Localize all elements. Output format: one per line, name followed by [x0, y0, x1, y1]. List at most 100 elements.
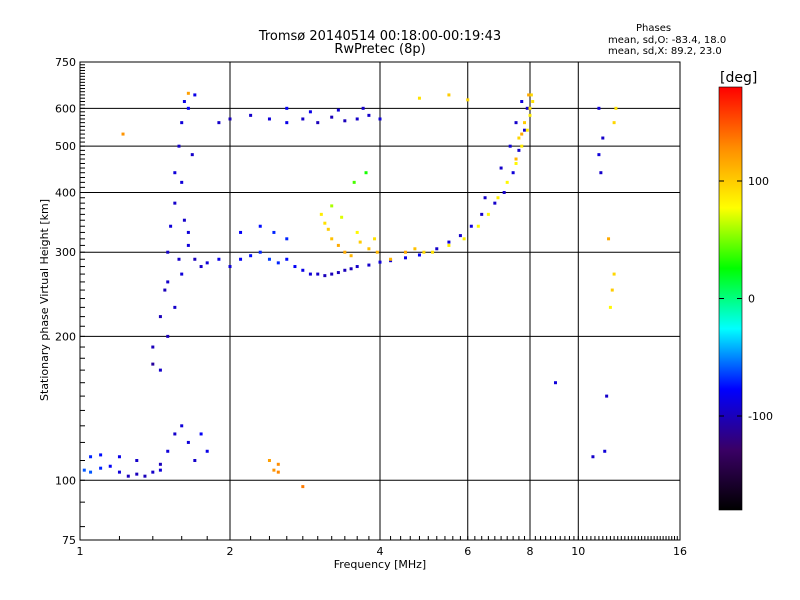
- data-point: [514, 161, 518, 165]
- data-point: [166, 449, 170, 453]
- data-point: [217, 121, 221, 125]
- data-point: [525, 106, 529, 110]
- data-point: [502, 190, 506, 194]
- data-point: [267, 117, 271, 121]
- data-point: [361, 106, 365, 110]
- x-tick-label: 16: [673, 545, 687, 558]
- data-point: [173, 201, 177, 205]
- stats-line-o: mean, sd,O: -83.4, 18.0: [608, 35, 726, 46]
- chart-subtitle: RwPretec (8p): [334, 42, 425, 57]
- y-axis: 75 100 200 300 400 500 600 750: [55, 56, 85, 547]
- data-point: [340, 215, 344, 219]
- data-point: [483, 196, 487, 200]
- data-point: [422, 250, 426, 254]
- data-point: [612, 121, 616, 125]
- data-point: [525, 128, 529, 132]
- data-point: [466, 98, 470, 102]
- data-point: [514, 121, 518, 125]
- x-axis-label: Frequency [MHz]: [334, 558, 426, 571]
- x-tick-label: 4: [377, 545, 384, 558]
- data-point: [228, 117, 232, 121]
- data-point: [330, 237, 334, 241]
- data-point: [591, 455, 595, 459]
- data-point: [517, 148, 521, 152]
- data-point: [151, 362, 155, 366]
- data-point: [180, 121, 184, 125]
- data-point: [121, 132, 125, 136]
- data-point: [285, 121, 289, 125]
- data-point: [258, 250, 262, 254]
- data-point: [267, 458, 271, 462]
- x-tick-label: 10: [571, 545, 585, 558]
- y-tick-label: 500: [55, 140, 76, 153]
- data-point: [199, 432, 203, 436]
- data-point: [143, 474, 147, 478]
- y-axis-label: Stationary phase Virtual Height [km]: [38, 199, 51, 401]
- colorbar-tick-label: 0: [748, 293, 755, 306]
- data-point: [151, 345, 155, 349]
- data-point: [523, 121, 527, 125]
- data-point: [330, 204, 334, 208]
- data-point: [177, 144, 181, 148]
- data-point: [514, 157, 518, 161]
- data-point: [527, 93, 531, 97]
- data-point: [182, 218, 186, 222]
- data-point: [173, 171, 177, 175]
- data-point: [135, 458, 139, 462]
- data-point: [508, 144, 512, 148]
- data-point: [126, 474, 130, 478]
- data-point: [367, 113, 371, 117]
- data-point: [99, 466, 103, 470]
- data-point: [431, 250, 435, 254]
- data-point: [323, 274, 327, 278]
- data-point: [358, 240, 362, 244]
- data-point: [378, 260, 382, 264]
- data-point: [228, 265, 232, 269]
- y-tick-label: 200: [55, 330, 76, 343]
- data-point: [355, 117, 359, 121]
- data-point: [308, 110, 312, 114]
- data-point: [190, 153, 194, 157]
- data-point: [276, 261, 280, 265]
- data-point: [607, 237, 611, 241]
- data-point: [447, 240, 451, 244]
- data-point: [177, 257, 181, 261]
- stats-line-x: mean, sd,X: 89.2, 23.0: [608, 46, 722, 57]
- data-point: [493, 201, 497, 205]
- data-point: [166, 280, 170, 284]
- data-point: [117, 455, 121, 459]
- data-point: [319, 212, 323, 216]
- data-point: [193, 458, 197, 462]
- data-point: [285, 237, 289, 241]
- data-point: [308, 272, 312, 276]
- data-point: [276, 470, 280, 474]
- data-point: [186, 106, 190, 110]
- data-point: [349, 254, 353, 258]
- data-point: [82, 468, 86, 472]
- data-point: [158, 368, 162, 372]
- data-point: [158, 315, 162, 319]
- y-tick-label: 600: [55, 102, 76, 115]
- colorbar-tick-label: 100: [748, 175, 769, 188]
- data-point: [605, 394, 609, 398]
- data-point: [599, 171, 603, 175]
- data-point: [603, 449, 607, 453]
- y-tick-label: 75: [62, 534, 76, 547]
- data-point: [99, 453, 103, 457]
- colorbar-tick-label: -100: [748, 410, 773, 423]
- data-point: [205, 261, 209, 265]
- data-point: [180, 272, 184, 276]
- data-point: [186, 230, 190, 234]
- data-point: [517, 136, 521, 140]
- data-point: [330, 115, 334, 119]
- data-point: [496, 196, 500, 200]
- data-point: [272, 230, 276, 234]
- data-point: [205, 449, 209, 453]
- data-point: [528, 113, 532, 117]
- x-tick-label: 2: [227, 545, 234, 558]
- data-point: [505, 180, 509, 184]
- data-point: [531, 100, 535, 104]
- data-point: [458, 234, 462, 238]
- data-point: [301, 117, 305, 121]
